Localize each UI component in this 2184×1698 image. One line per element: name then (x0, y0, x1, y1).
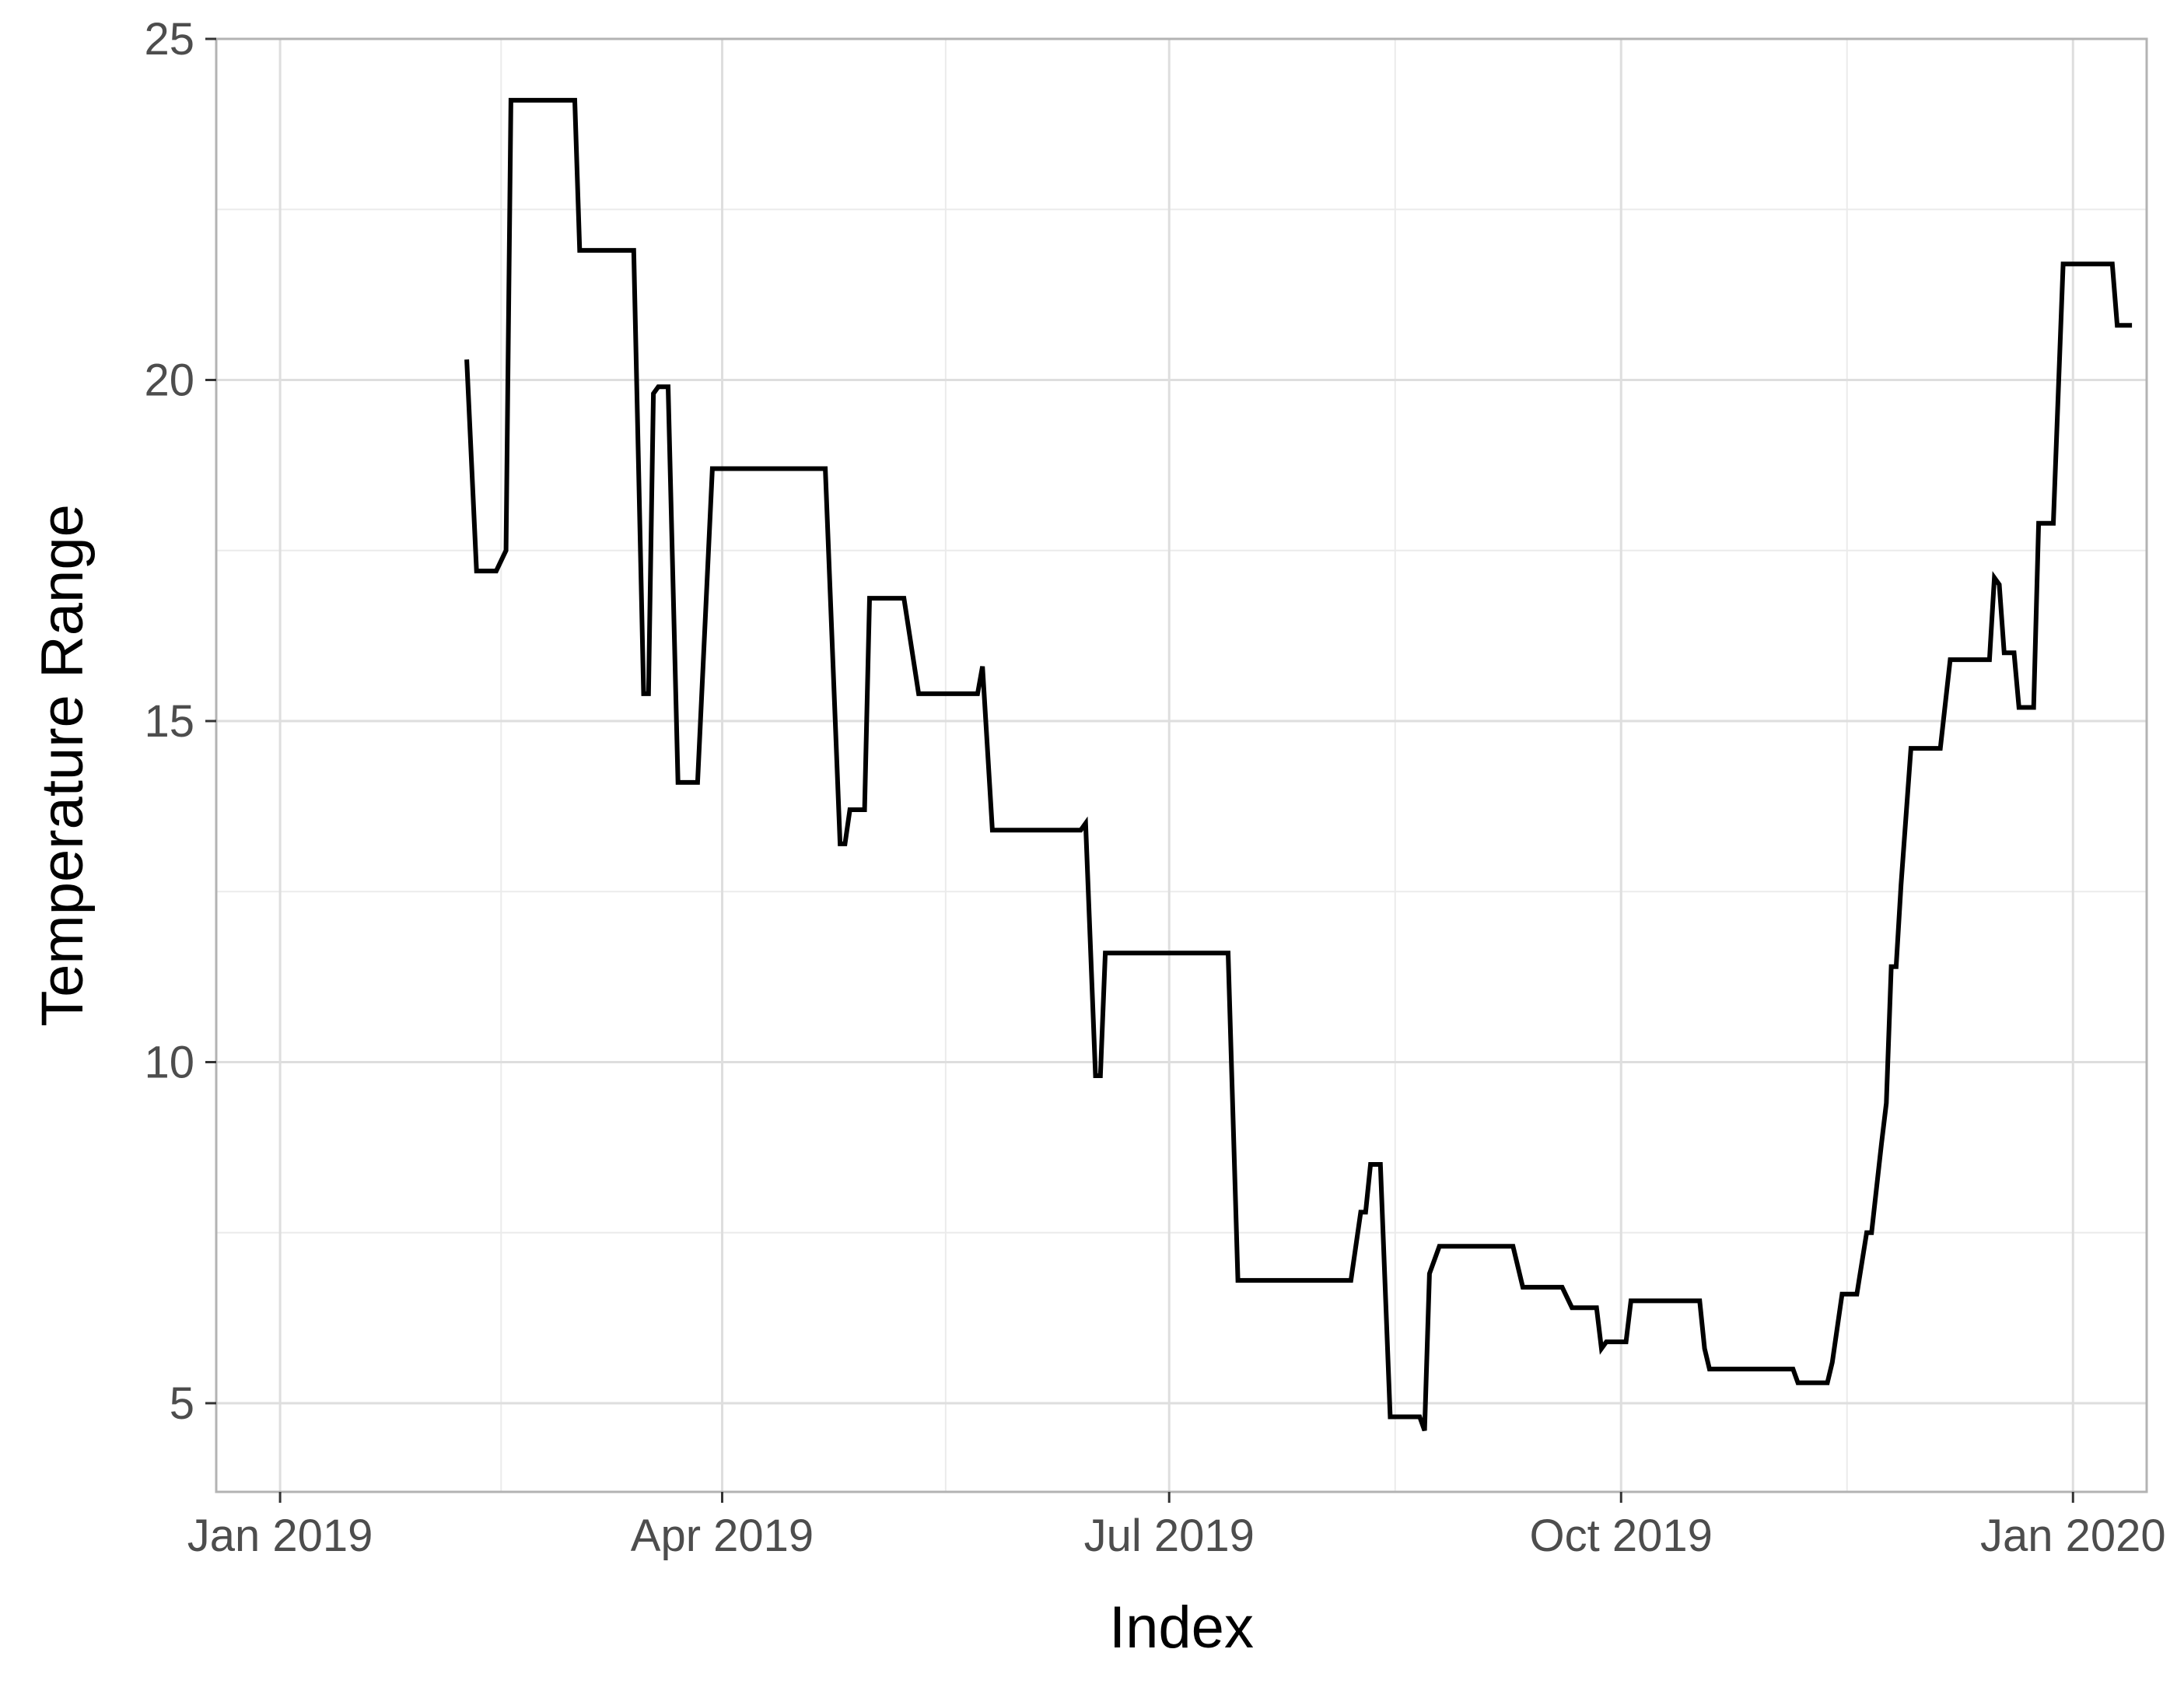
axis-ticks (205, 37, 2074, 1503)
y-tick-label: 15 (144, 696, 194, 747)
x-tick-label: Apr 2019 (631, 1511, 814, 1561)
y-tick-label: 25 (144, 14, 194, 65)
y-tick-label: 20 (144, 355, 194, 405)
minor-gridlines (216, 39, 2147, 1492)
y-axis-title: Temperature Range (30, 504, 96, 1027)
series-line (464, 97, 2133, 1432)
x-tick-label: Oct 2019 (1530, 1511, 1713, 1561)
plot-panel-border (215, 37, 2148, 1493)
x-tick-label: Jul 2019 (1084, 1511, 1255, 1561)
x-tick-label: Jan 2019 (187, 1511, 373, 1561)
x-tick-label: Jan 2020 (1980, 1511, 2166, 1561)
y-tick-label: 10 (144, 1037, 194, 1087)
axis-tick-labels: Jan 2019 Apr 2019 Jul 2019 Oct 2019 Jan 2020… (144, 14, 2165, 1561)
series-layer (464, 97, 2133, 1432)
y-tick-label: 5 (170, 1378, 194, 1429)
x-axis-title: Index (1109, 1595, 1254, 1661)
